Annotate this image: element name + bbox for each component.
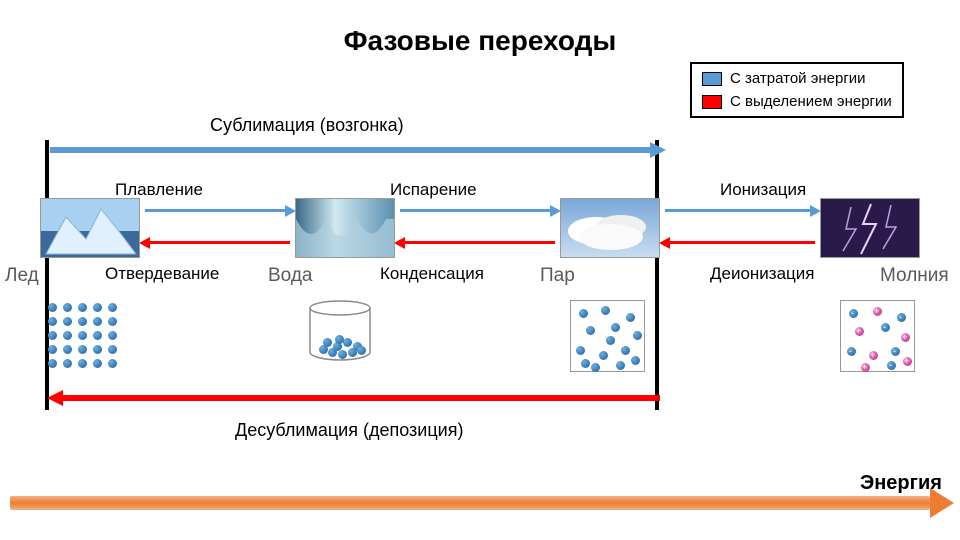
energy-arrowhead <box>930 488 954 518</box>
ionization-label: Ионизация <box>720 180 806 200</box>
legend-label: С выделением энергии <box>730 93 892 110</box>
solidification-arrow <box>150 241 290 244</box>
state-steam-label: Пар <box>540 265 575 287</box>
water-beaker <box>305 300 375 360</box>
deionization-arrow <box>670 241 815 244</box>
legend-swatch <box>702 95 722 109</box>
page-title: Фазовые переходы <box>0 25 960 57</box>
condensation-arrowhead <box>394 237 405 249</box>
solidification-label: Отвердевание <box>105 264 219 284</box>
evaporation-label: Испарение <box>390 180 477 200</box>
solidification-arrowhead <box>139 237 150 249</box>
state-ice-label: Лед <box>5 265 39 287</box>
legend-label: С затратой энергии <box>730 70 866 87</box>
steam-image <box>560 198 660 258</box>
ice-image <box>40 198 140 258</box>
phase-divider-right <box>655 140 659 410</box>
energy-arrow <box>10 496 930 510</box>
desublimation-arrowhead <box>47 390 63 406</box>
lightning-image <box>820 198 920 258</box>
sublimation-arrow <box>50 147 650 153</box>
legend: С затратой энергии С выделением энергии <box>690 62 904 118</box>
desublimation-arrow <box>63 395 660 401</box>
condensation-arrow <box>405 241 555 244</box>
steam-particles <box>570 300 645 372</box>
legend-item-exothermic: С выделением энергии <box>702 93 892 110</box>
state-water-label: Вода <box>268 265 312 287</box>
deionization-arrowhead <box>659 237 670 249</box>
deionization-label: Деионизация <box>710 264 815 284</box>
evaporation-arrow <box>400 209 550 212</box>
melting-arrow <box>145 209 285 212</box>
legend-item-endothermic: С затратой энергии <box>702 70 892 87</box>
ionization-arrow <box>665 209 810 212</box>
melting-label: Плавление <box>115 180 203 200</box>
plasma-particles: -+-+-+-+-+-+ <box>840 300 915 372</box>
ice-particles <box>45 300 125 370</box>
desublimation-label: Десублимация (депозиция) <box>235 420 463 441</box>
sublimation-label: Сублимация (возгонка) <box>210 115 404 136</box>
state-lightning-label: Молния <box>880 265 949 287</box>
water-image <box>295 198 395 258</box>
legend-swatch <box>702 72 722 86</box>
condensation-label: Конденсация <box>380 264 484 284</box>
sublimation-arrowhead <box>650 142 666 158</box>
